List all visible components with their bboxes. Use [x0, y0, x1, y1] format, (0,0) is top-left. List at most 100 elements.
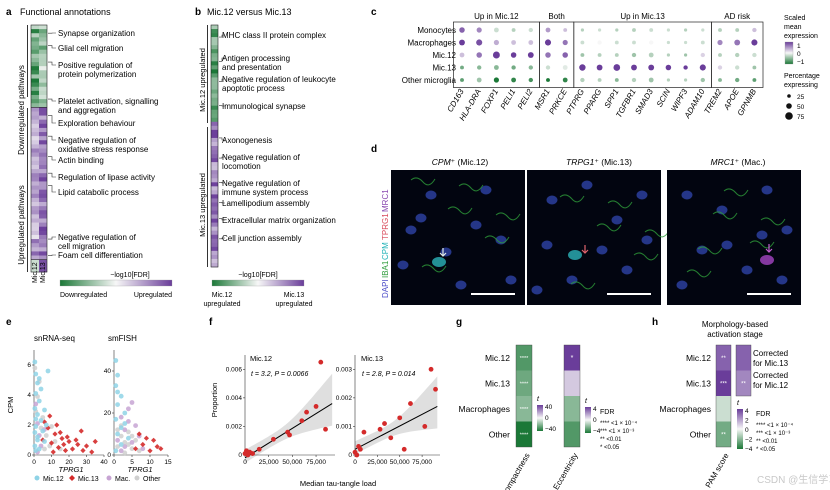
nucleus-blob: [596, 245, 608, 255]
arrow-marker: [581, 245, 589, 254]
term-connector: [48, 135, 56, 141]
heat-cell: [39, 230, 47, 236]
heat-cell: [211, 154, 218, 159]
panel-e-xlabel-left: TPRG1: [58, 465, 83, 474]
panel-c-legend-colorbar: [784, 41, 794, 65]
process-trace: [447, 206, 473, 215]
panel-d-title-3: MRC1⁺ (Mac.): [710, 157, 765, 167]
tick-label: 75,000: [412, 459, 432, 466]
heat-cell: [211, 121, 218, 127]
heat-cell: [39, 160, 47, 166]
dot-mark: [459, 52, 465, 58]
heat-cell: [31, 193, 39, 199]
dot-mark: [752, 52, 757, 58]
tick-label: 0: [107, 452, 111, 459]
heat-cell: [39, 177, 47, 182]
heat-cell: [39, 78, 47, 83]
dot-mark: [597, 28, 602, 32]
panel-g-fdr-legend: FDR **** <1 × 10⁻⁴ *** <1 × 10⁻³ ** <0.0…: [600, 409, 638, 451]
point-mic12: [35, 380, 40, 386]
panel-d: d DAPI IBA1 CPM TPRG1 MRC1 CPM⁺ (Mic.12)…: [371, 144, 801, 305]
dot-mark: [579, 64, 586, 71]
panel-h-fdr-1: **** <1 × 10⁻⁴: [756, 422, 794, 429]
dot-mark: [510, 52, 517, 58]
point-mic12: [38, 386, 44, 392]
group-label: AD risk: [724, 12, 751, 21]
panel-d-title-1: CPM⁺ (Mic.12): [432, 157, 489, 167]
process-trace: [723, 188, 749, 197]
panel-c-size-25: 25: [797, 94, 805, 101]
heat-cell: [211, 178, 218, 183]
heat-cell: [211, 246, 218, 252]
point-mic12: [32, 443, 38, 449]
term-label: Regulation of lipase activity: [58, 173, 155, 182]
tick-label: 0.003: [336, 366, 353, 373]
heat-cell: [39, 123, 47, 129]
dot-mark: [648, 77, 654, 83]
heat-cell: [31, 78, 39, 83]
heat-frame: [735, 344, 752, 397]
point-mac: [133, 423, 139, 428]
heat-cell: [211, 170, 218, 175]
tick-label: 0: [27, 452, 31, 459]
point-mic13: [136, 431, 142, 437]
point-mic12: [32, 406, 38, 411]
panel-a-legend-high: Upregulated: [134, 292, 172, 299]
dot-mark: [614, 53, 619, 57]
term-label: Lamellipodium assembly: [222, 199, 310, 208]
heat-cell: [39, 144, 47, 149]
point-mic13: [147, 448, 153, 454]
nucleus-blob: [470, 220, 482, 230]
panel-h-correction-1b: for Mic.13: [753, 359, 789, 368]
panel-a-side-top: Downregulated pathways: [17, 65, 26, 155]
panel-e-sub-right: smFISH: [108, 334, 137, 343]
heat-cell: [39, 206, 47, 211]
point-mic13: [75, 441, 81, 448]
panel-c-dotplot: Monocytes Macrophages Mic.12 Mic.13 Other mi…: [402, 12, 764, 122]
heat-cell: [39, 132, 47, 137]
heat-cell: [211, 206, 218, 211]
point-mic12: [115, 372, 120, 378]
point-mic12: [118, 425, 124, 431]
dot-mark: [718, 28, 722, 32]
heat-cell: [211, 85, 218, 90]
heat-cell: [211, 37, 218, 42]
point-mic12: [35, 437, 40, 443]
term-label: Negative regulation of leukocyte: [222, 75, 336, 84]
panel-c-size-50: 50: [797, 104, 805, 111]
colorbar-compactness: [537, 405, 543, 431]
heat-cell: [31, 234, 39, 240]
heat-cell: [31, 99, 39, 104]
heat-cell: [31, 90, 39, 96]
dot-mark: [493, 39, 499, 46]
heat-cell: [31, 173, 39, 178]
point-mic12: [32, 430, 38, 435]
process-trace: [410, 177, 436, 186]
heat-cell: [31, 49, 39, 55]
heat-cell: [31, 107, 39, 112]
heat-cell: [211, 242, 218, 248]
panel-h-correction-2a: Corrected: [753, 371, 788, 380]
point-mac: [129, 400, 135, 405]
watermark: CSDN @生信学习者1: [757, 473, 830, 486]
data-point: [433, 386, 438, 392]
point-mic12: [40, 428, 46, 434]
point-other: [115, 444, 120, 449]
panel-h-fdr-4: * <0.05: [756, 447, 776, 453]
heat-cell: [211, 49, 218, 54]
row-label: Other: [489, 429, 510, 439]
data-point: [271, 436, 276, 442]
heat-cell: [211, 77, 218, 82]
heat-cell: [31, 53, 39, 59]
panel-b-side-top: Mic.12 upregulated: [198, 48, 207, 112]
heat-cell: [31, 111, 39, 116]
colorbar-tick: 0: [745, 427, 749, 434]
significance-mark: **: [721, 356, 726, 362]
heat-cell: [211, 141, 218, 147]
term-connector: [219, 156, 225, 159]
heat-cell: [564, 370, 580, 396]
panel-b-terms: MHC class II protein complex Antigen proc…: [219, 31, 336, 243]
point-mic12: [113, 358, 119, 363]
data-point: [388, 435, 394, 441]
panel-a-col-mic12: Mic.12: [32, 262, 39, 283]
